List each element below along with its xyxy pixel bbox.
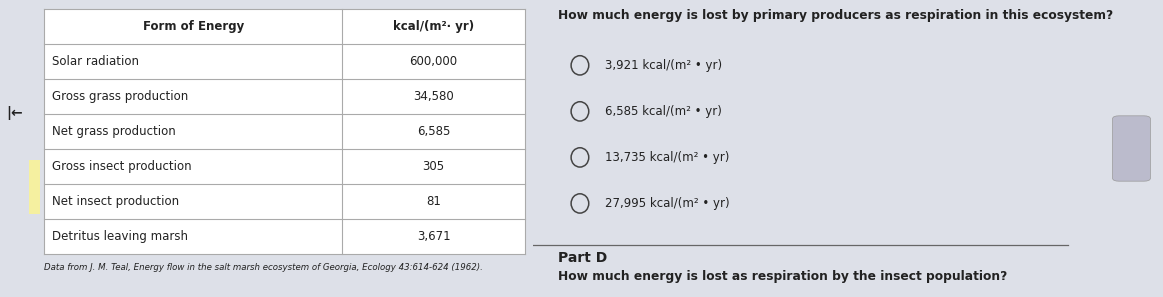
Text: kcal/(m²⋅ yr): kcal/(m²⋅ yr) <box>393 20 475 33</box>
Text: 6,585 kcal/(m² • yr): 6,585 kcal/(m² • yr) <box>605 105 722 118</box>
Text: How much energy is lost by primary producers as respiration in this ecosystem?: How much energy is lost by primary produ… <box>558 9 1113 22</box>
Text: |←: |← <box>6 106 23 120</box>
FancyBboxPatch shape <box>29 160 41 214</box>
Text: 6,585: 6,585 <box>416 125 450 138</box>
Text: 600,000: 600,000 <box>409 55 457 68</box>
Text: Solar radiation: Solar radiation <box>52 55 138 68</box>
Text: Detritus leaving marsh: Detritus leaving marsh <box>52 230 188 243</box>
Text: Data from J. M. Teal, Energy flow in the salt marsh ecosystem of Georgia, Ecolog: Data from J. M. Teal, Energy flow in the… <box>44 263 483 272</box>
Text: Gross insect production: Gross insect production <box>52 160 192 173</box>
Text: 34,580: 34,580 <box>413 90 454 103</box>
Text: 27,995 kcal/(m² • yr): 27,995 kcal/(m² • yr) <box>605 197 729 210</box>
Text: 3,671: 3,671 <box>416 230 450 243</box>
Text: 13,735 kcal/(m² • yr): 13,735 kcal/(m² • yr) <box>605 151 729 164</box>
FancyBboxPatch shape <box>1113 116 1150 181</box>
Text: Part D: Part D <box>558 251 607 265</box>
Text: 81: 81 <box>426 195 441 208</box>
Text: 305: 305 <box>422 160 444 173</box>
Text: Net grass production: Net grass production <box>52 125 176 138</box>
FancyBboxPatch shape <box>44 9 525 254</box>
Text: How much energy is lost as respiration by the insect population?: How much energy is lost as respiration b… <box>558 270 1007 283</box>
Text: Gross grass production: Gross grass production <box>52 90 188 103</box>
Text: Form of Energy: Form of Energy <box>143 20 244 33</box>
Text: 3,921 kcal/(m² • yr): 3,921 kcal/(m² • yr) <box>605 59 722 72</box>
Text: Net insect production: Net insect production <box>52 195 179 208</box>
